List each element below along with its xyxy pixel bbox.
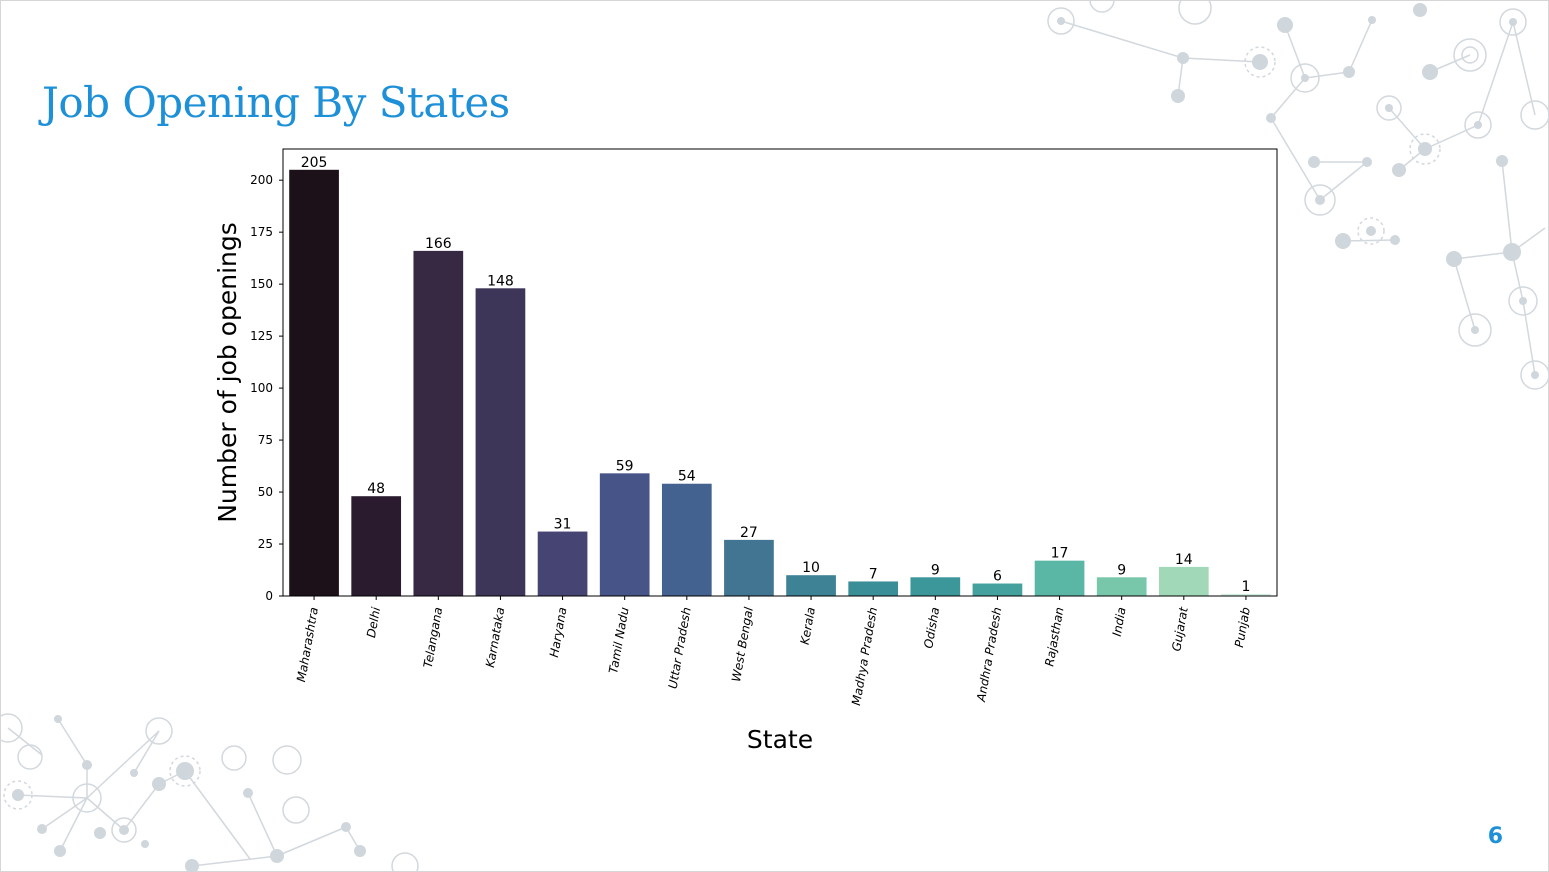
data-label: 9: [931, 562, 940, 578]
x-tick-label: Delhi: [364, 605, 383, 639]
bar-tamil-nadu: [599, 473, 650, 596]
bar-uttar-pradesh: [661, 483, 712, 596]
bar-odisha: [910, 577, 961, 596]
y-tick-label: 125: [250, 329, 273, 343]
x-tick-label: Kerala: [798, 606, 818, 646]
data-label: 31: [554, 517, 572, 533]
x-tick-label: West Bengal: [729, 605, 756, 682]
x-tick-label: Haryana: [547, 606, 570, 658]
bar-rajasthan: [1034, 560, 1085, 596]
data-label: 205: [301, 155, 328, 171]
x-tick-label: Telangana: [421, 606, 445, 669]
bar-west-bengal: [724, 539, 774, 596]
x-tick-label: Tamil Nadu: [606, 606, 632, 675]
y-tick-label: 0: [265, 589, 273, 603]
data-label: 7: [869, 566, 878, 582]
bars-layer: [289, 169, 1271, 596]
x-tick-label: Punjab: [1232, 606, 1253, 649]
x-tick-label: Maharashtra: [294, 606, 321, 683]
bar-gujarat: [1158, 566, 1209, 596]
page-number: 6: [1487, 824, 1503, 849]
x-tick-label: India: [1110, 606, 1129, 637]
data-label: 1: [1241, 579, 1250, 595]
data-label: 6: [993, 569, 1002, 585]
y-tick-label: 75: [258, 433, 273, 447]
bar-punjab: [1221, 593, 1271, 596]
bar-telangana: [413, 250, 464, 596]
data-label: 166: [425, 236, 452, 252]
bar-karnataka: [475, 288, 526, 596]
y-tick-label: 50: [258, 485, 273, 499]
bar-delhi: [351, 496, 402, 596]
x-tick-label: Uttar Pradesh: [666, 606, 694, 690]
data-label: 17: [1051, 546, 1069, 562]
data-label: 59: [616, 458, 634, 474]
data-labels-layer: 205 48 166 148 31 59 54 27 10 7 9 6 17 9 14 1: [301, 155, 1251, 595]
data-label: 54: [678, 469, 696, 485]
bar-kerala: [786, 575, 836, 596]
bar-maharashtra: [289, 169, 339, 596]
x-tick-label: Madhya Pradesh: [849, 606, 880, 707]
x-tick-label: Rajasthan: [1042, 606, 1066, 667]
y-tick-label: 100: [250, 381, 273, 395]
plot-frame: [282, 148, 1278, 597]
y-tick-label: 175: [250, 225, 273, 239]
y-axis-label: Number of job openings: [213, 222, 242, 523]
data-label: 48: [367, 481, 385, 497]
y-tick-label: 25: [258, 537, 273, 551]
x-tick-label: Andhra Pradesh: [974, 606, 1005, 703]
x-tick-label: Odisha: [921, 606, 942, 649]
data-label: 10: [802, 560, 820, 576]
y-tick-label: 150: [250, 277, 273, 291]
x-axis: Maharashtra Delhi Telangana Karnataka Haryan…: [294, 596, 1253, 707]
bar-india: [1096, 577, 1147, 596]
bar-andhra-pradesh: [972, 583, 1023, 596]
bar-haryana: [537, 531, 588, 596]
data-label: 9: [1117, 562, 1126, 578]
data-label: 27: [740, 525, 758, 541]
slide-title: Job Opening By States: [42, 78, 510, 127]
x-axis-label: State: [747, 725, 813, 754]
bar-madhya-pradesh: [848, 581, 899, 596]
x-tick-label: Gujarat: [1169, 605, 1191, 653]
y-tick-label: 200: [250, 173, 273, 187]
x-tick-label: Karnataka: [483, 606, 507, 669]
y-axis: 0 25 50 75 100 125 150 175 200: [250, 173, 283, 603]
data-label: 148: [487, 273, 514, 289]
data-label: 14: [1175, 552, 1193, 568]
